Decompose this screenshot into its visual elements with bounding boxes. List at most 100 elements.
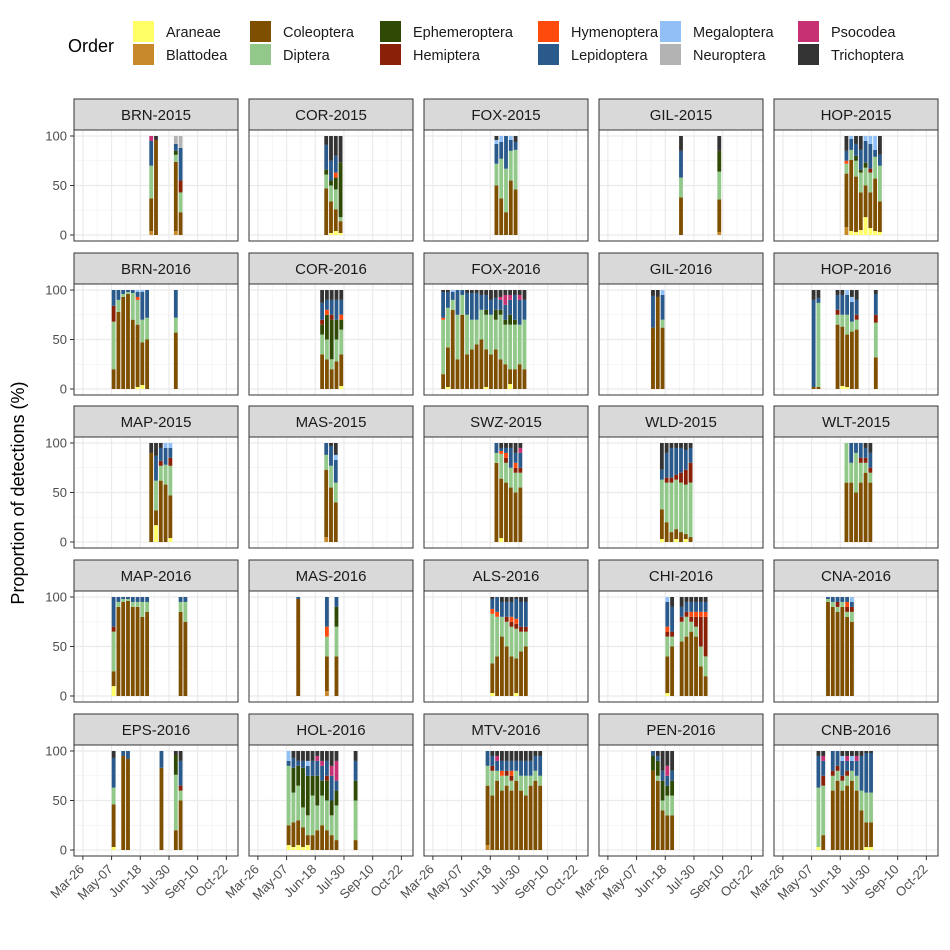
bar-segment-trichoptera (173, 751, 178, 755)
bar-segment-megaloptera (849, 597, 854, 602)
bar-segment-diptera (674, 479, 679, 530)
bar-segment-lepidoptera (694, 601, 698, 612)
bar-segment-araneae (339, 386, 344, 389)
bar-segment-hemiptera (845, 770, 850, 776)
bar-segment-lepidoptera (513, 452, 518, 463)
bar-segment-diptera (474, 319, 479, 345)
bar-segment-diptera (518, 472, 523, 488)
legend: Order Araneae Blattodea Coleoptera Diptera Ep… (68, 21, 905, 65)
bar-segment-lepidoptera (121, 751, 126, 756)
bar-segment-trichoptera (490, 751, 495, 756)
bar-segment-coleoptera (324, 469, 329, 538)
bar-segment-coleoptera (523, 646, 528, 696)
bar-segment-coleoptera (159, 767, 164, 850)
bar-segment-trichoptera (669, 443, 674, 448)
bar-segment-lepidoptera (329, 160, 333, 181)
bar-segment-lepidoptera (499, 141, 504, 159)
bar-segment-lepidoptera (329, 445, 333, 466)
panel-gil-2015: GIL-2015 (598, 98, 764, 242)
bar-segment-blattodea (173, 231, 178, 235)
bar-segment-diptera (499, 453, 504, 479)
bar-segment-diptera (450, 299, 455, 310)
bar-segment-diptera (163, 464, 168, 485)
bar-segment-lepidoptera (301, 760, 305, 768)
panel-title: PEN-2016 (646, 722, 715, 739)
bar-segment-diptera (519, 631, 523, 652)
bar-segment-diptera (869, 792, 873, 823)
bar-segment-diptera (493, 319, 498, 350)
bar-segment-psocodea (315, 755, 320, 761)
bar-segment-coleoptera (504, 646, 509, 696)
bar-segment-trichoptera (339, 290, 344, 300)
bar-segment-coleoptera (126, 293, 130, 389)
legend-key-coleoptera (250, 21, 271, 42)
bar-segment-ephemeroptera (651, 755, 655, 771)
bar-segment-lepidoptera (844, 150, 849, 161)
panel-title: HOP-2015 (821, 107, 892, 124)
bar-segment-hemiptera (518, 467, 523, 473)
bar-segment-coleoptera (849, 159, 854, 232)
y-tick-label: 0 (60, 228, 67, 243)
panel-mtv-2016: MTV-2016 (423, 713, 589, 857)
bar-segment-lepidoptera (878, 154, 882, 166)
bar-segment-psocodea (517, 294, 522, 300)
bar-segment-coleoptera (660, 327, 665, 389)
bar-segment-hemiptera (490, 765, 495, 771)
panel-title: ALS-2016 (473, 568, 540, 585)
panel-border (773, 590, 939, 703)
bar-segment-lepidoptera (140, 291, 145, 320)
bar-segment-trichoptera (854, 136, 858, 144)
bar-segment-coleoptera (835, 780, 840, 850)
bar-segment-lepidoptera (835, 751, 840, 766)
bar-segment-trichoptera (324, 751, 329, 761)
bar-segment-coleoptera (503, 364, 508, 389)
bar-segment-lepidoptera (670, 770, 675, 781)
y-tick-label: 0 (60, 382, 67, 397)
bar-segment-araneae (333, 231, 338, 235)
bar-segment-araneae (154, 525, 158, 542)
bar-segment-araneae (135, 387, 140, 389)
bar-segment-diptera (499, 616, 504, 637)
bar-segment-diptera (329, 465, 333, 488)
bar-segment-coleoptera (173, 332, 178, 389)
panel-border (248, 744, 414, 857)
bar-segment-coleoptera (519, 790, 523, 850)
bar-segment-coleoptera (858, 192, 863, 231)
bar-segment-hymenoptera (499, 450, 504, 454)
bar-segment-diptera (523, 775, 528, 796)
panel-title: CHI-2016 (649, 568, 713, 585)
bar-segment-coleoptera (465, 354, 469, 389)
bar-segment-diptera (503, 324, 508, 365)
bar-segment-lepidoptera (845, 294, 850, 315)
bar-segment-diptera (495, 770, 500, 781)
bar-segment-lepidoptera (140, 597, 145, 602)
bar-segment-trichoptera (840, 290, 845, 295)
bar-segment-trichoptera (338, 136, 343, 163)
bar-segment-lepidoptera (121, 290, 126, 294)
panel-title: BRN-2016 (121, 261, 191, 278)
bar-segment-coleoptera (538, 785, 543, 850)
bar-segment-coleoptera (494, 462, 499, 542)
bar-segment-psocodea (821, 755, 826, 761)
bar-segment-coleoptera (873, 357, 878, 389)
bar-segment-lepidoptera (868, 452, 873, 468)
bar-segment-lepidoptera (869, 752, 873, 793)
bar-segment-hymenoptera (499, 770, 504, 776)
bar-segment-coleoptera (145, 339, 150, 389)
panel-map-2016: MAP-2016 0 50 100 (45, 559, 239, 704)
panel-hol-2016: HOL-2016 (248, 713, 414, 857)
bar-segment-hymenoptera (513, 462, 518, 468)
bar-segment-trichoptera (178, 751, 183, 761)
bar-segment-hemiptera (168, 457, 173, 466)
bar-segment-trichoptera (868, 443, 873, 453)
bar-segment-coleoptera (484, 349, 489, 388)
y-tick-label: 0 (60, 535, 67, 550)
panel-brn-2015: BRN-2015 0 50 100 (45, 98, 239, 243)
y-tick-label: 100 (45, 129, 67, 144)
panel-border (423, 283, 589, 396)
bar-segment-coleoptera (116, 606, 121, 696)
bar-segment-hemiptera (688, 462, 693, 483)
bar-segment-coleoptera (844, 173, 849, 228)
bar-segment-trichoptera (659, 443, 664, 470)
bar-segment-diptera (514, 770, 519, 781)
